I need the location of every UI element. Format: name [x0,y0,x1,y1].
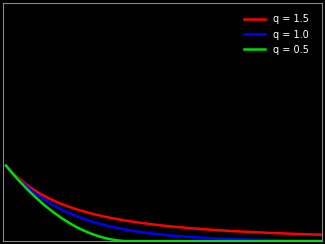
q = 1.5 [4,164,8,167]
q = 1.0 [280,239,284,242]
q = 1.5 [125,219,129,222]
q = 1.5 [139,221,143,224]
q = 0.5 [125,240,129,243]
q = 1.5 [40,193,44,196]
q = 1.0 [4,164,8,167]
q = 1.0 [320,239,324,242]
q = 1.5 [59,202,63,205]
q = 1.0 [59,208,63,211]
q = 0.5 [314,240,318,243]
q = 0.5 [59,216,63,219]
q = 1.5 [320,233,324,236]
q = 0.5 [280,240,284,243]
q = 0.5 [139,240,143,243]
q = 1.5 [314,233,318,236]
q = 1.5 [280,232,284,235]
Line: q = 1.5: q = 1.5 [6,166,322,235]
q = 0.5 [129,240,133,243]
q = 1.0 [139,231,143,234]
q = 1.0 [125,228,129,231]
q = 1.0 [314,239,318,242]
q = 0.5 [320,240,324,243]
q = 1.0 [40,197,44,200]
Line: q = 0.5: q = 0.5 [6,166,322,241]
Line: q = 1.0: q = 1.0 [6,166,322,241]
q = 0.5 [4,164,8,167]
q = 0.5 [40,202,44,204]
Legend: q = 1.5, q = 1.0, q = 0.5: q = 1.5, q = 1.0, q = 0.5 [242,12,311,57]
